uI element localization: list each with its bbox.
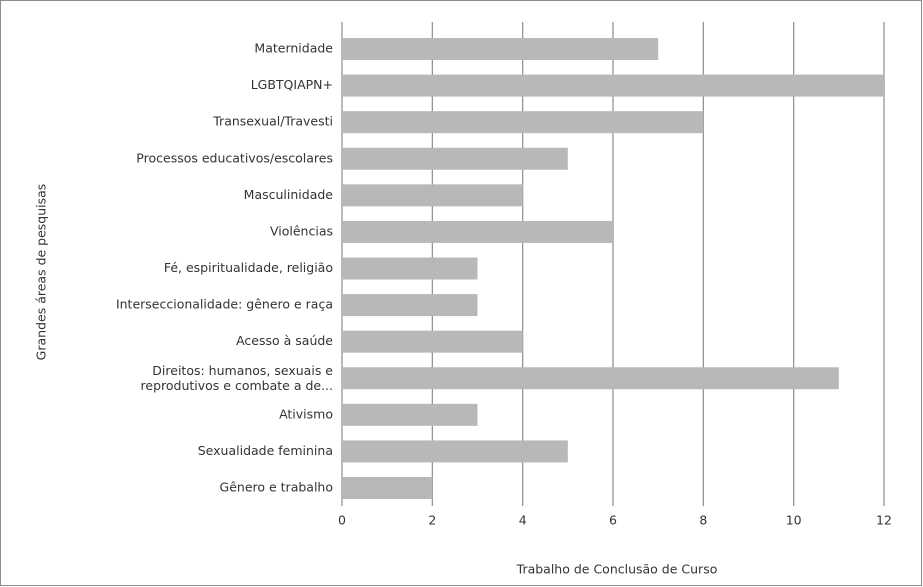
x-tick-label: 12: [876, 513, 892, 528]
y-tick-label: Direitos: humanos, sexuais e reprodutivos…: [141, 362, 334, 392]
bar: [342, 477, 433, 499]
x-tick-label: 2: [428, 513, 436, 528]
x-tick-label: 6: [609, 513, 617, 528]
bar: [342, 38, 659, 60]
x-axis-label: Trabalho de Conclusão de Curso: [516, 562, 718, 577]
x-tick-label: 4: [519, 513, 527, 528]
bar: [342, 257, 478, 280]
y-tick-label: Maternidade: [254, 41, 333, 56]
y-tick-label: Transexual/Travesti: [212, 114, 333, 129]
y-tick-label: Interseccionalidade: gênero e raça: [116, 297, 333, 312]
y-tick-label: Gênero e trabalho: [220, 480, 333, 495]
bar: [342, 111, 704, 134]
bar: [342, 74, 884, 97]
x-tick-label: 0: [338, 513, 346, 528]
y-tick-label: Acesso à saúde: [236, 333, 333, 348]
y-axis-label: Grandes áreas de pesquisas: [34, 184, 49, 361]
bar: [342, 220, 613, 243]
x-tick-label: 10: [786, 513, 802, 528]
x-tick-label: 8: [699, 513, 707, 528]
bar: [342, 294, 478, 317]
bar: [342, 367, 839, 390]
bar: [342, 403, 478, 426]
bar: [342, 184, 523, 207]
bar: [342, 440, 568, 463]
y-tick-label: Ativismo: [279, 406, 333, 421]
y-tick-label: LGBTQIAPN+: [251, 77, 333, 92]
y-tick-label: Processos educativos/escolares: [136, 150, 333, 165]
y-tick-label: Fé, espiritualidade, religião: [164, 260, 333, 275]
y-tick-label: Masculinidade: [244, 187, 334, 202]
y-tick-label: Sexualidade feminina: [198, 443, 333, 458]
y-tick-label: Violências: [270, 223, 333, 238]
bar: [342, 147, 568, 170]
bar: [342, 330, 523, 353]
